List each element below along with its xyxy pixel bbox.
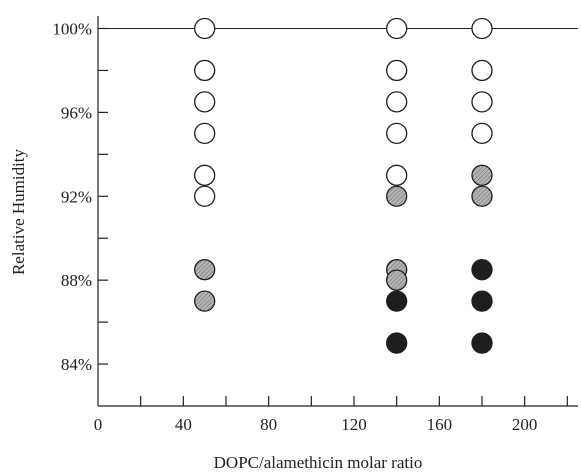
data-point-open: [194, 91, 216, 113]
data-point-open: [194, 185, 216, 207]
data-point-open: [471, 59, 493, 82]
data-point-open: [471, 122, 493, 145]
data-point-open: [386, 91, 408, 113]
x-tick-label: 160: [427, 415, 453, 434]
axes-layer: 0 40 80 120 160 200 84% 88% 92% 96% 100%: [52, 16, 578, 434]
x-tick-label: 200: [512, 415, 538, 434]
data-point-open: [471, 91, 493, 113]
data-point-open: [194, 59, 216, 82]
y-tick-label: 88%: [61, 271, 92, 290]
data-point-open: [194, 122, 216, 145]
data-point-hatched: [194, 290, 216, 312]
data-point-hatched: [194, 259, 216, 281]
data-point-open: [194, 17, 216, 40]
data-point-filled: [386, 290, 408, 312]
data-point-open: [386, 17, 408, 40]
data-point-hatched: [471, 185, 493, 207]
y-tick-label: 100%: [52, 19, 92, 38]
data-point-filled: [386, 332, 408, 354]
data-point-open: [471, 17, 493, 40]
data-point-open: [386, 122, 408, 145]
x-tick-label: 40: [175, 415, 192, 434]
data-point-open: [194, 164, 216, 186]
data-point-filled: [471, 259, 493, 281]
y-axis-title: Relative Humidity: [9, 148, 28, 275]
points-layer: [194, 17, 493, 354]
data-point-open: [386, 164, 408, 186]
y-tick-label: 92%: [61, 187, 92, 206]
x-tick-label: 120: [341, 415, 367, 434]
data-point-hatched: [386, 269, 408, 291]
data-point-filled: [471, 290, 493, 312]
data-point-filled: [471, 332, 493, 354]
x-tick-label: 80: [260, 415, 277, 434]
data-point-hatched: [386, 185, 408, 207]
x-axis-title: DOPC/alamethicin molar ratio: [214, 453, 423, 472]
y-tick-label: 96%: [61, 103, 92, 122]
data-point-open: [386, 59, 408, 82]
x-tick-label: 0: [94, 415, 103, 434]
y-tick-label: 84%: [61, 355, 92, 374]
data-point-hatched: [471, 164, 493, 186]
